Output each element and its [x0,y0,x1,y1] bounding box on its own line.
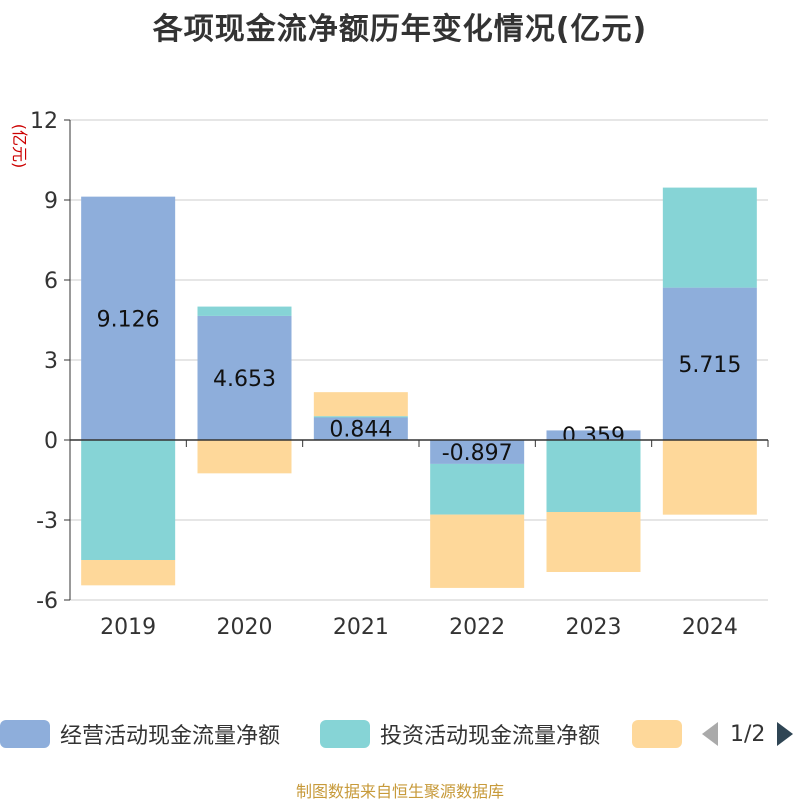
bar-operating-2024 [662,287,757,440]
y-tick-label: -3 [36,509,58,534]
bar-investing-2019 [81,440,176,560]
x-tick-label: 2019 [100,615,156,640]
bar-financing-2020 [197,440,292,474]
legend-page-indicator: 1/2 [730,721,766,747]
page-title: 各项现金流净额历年变化情况(亿元) [152,12,648,47]
chevron-left-icon[interactable] [700,720,720,748]
data-label: 5.715 [678,353,741,378]
x-tick-label: 2021 [333,615,389,640]
x-tick-label: 2024 [682,615,738,640]
x-tick-label: 2023 [566,615,622,640]
bar-operating-2023 [546,430,641,440]
source-footer: 制图数据来自恒生聚源数据库 [295,782,504,801]
bar-investing-2023 [546,440,641,512]
y-tick-label: 12 [30,109,58,134]
legend-item-operating[interactable]: 经营活动现金流量净额 [0,716,280,752]
data-label: 0.844 [329,418,392,443]
y-tick-label: 9 [44,189,58,214]
bar-financing-2022 [430,514,525,588]
bar-investing-2024 [662,187,757,288]
y-tick-label: 6 [44,269,58,294]
bar-operating-2020 [197,315,292,440]
x-tick-label: 2022 [449,615,505,640]
legend-swatch-financing [632,720,682,748]
legend-swatch-operating [0,720,50,748]
bar-investing-2020 [197,306,292,316]
y-tick-label: 3 [44,349,58,374]
chevron-right-icon[interactable] [775,720,795,748]
legend-item-investing[interactable]: 投资活动现金流量净额 [320,716,600,752]
bar-investing-2021 [313,416,408,418]
data-label: 9.126 [97,307,160,332]
bar-operating-2022 [430,440,525,464]
data-label: 4.653 [213,367,276,392]
legend-label-operating: 经营活动现金流量净额 [60,724,281,749]
legend-item-financing[interactable] [632,716,692,752]
y-tick-label: 0 [44,429,58,454]
bar-financing-2024 [662,440,757,515]
y-axis-label: (亿元) [10,124,29,169]
legend: 经营活动现金流量净额 投资活动现金流量净额 1/2 [0,716,800,756]
bar-financing-2023 [546,512,641,572]
bar-investing-2022 [430,463,525,515]
legend-label-investing: 投资活动现金流量净额 [380,724,601,749]
bar-operating-2021 [313,417,408,440]
y-tick-label: -6 [36,589,58,614]
legend-pager: 1/2 [700,716,795,752]
bar-financing-2021 [313,392,408,417]
bar-operating-2019 [81,196,176,440]
legend-swatch-investing [320,720,370,748]
data-label: -0.897 [442,441,513,466]
x-tick-label: 2020 [217,615,273,640]
bar-financing-2019 [81,560,176,586]
